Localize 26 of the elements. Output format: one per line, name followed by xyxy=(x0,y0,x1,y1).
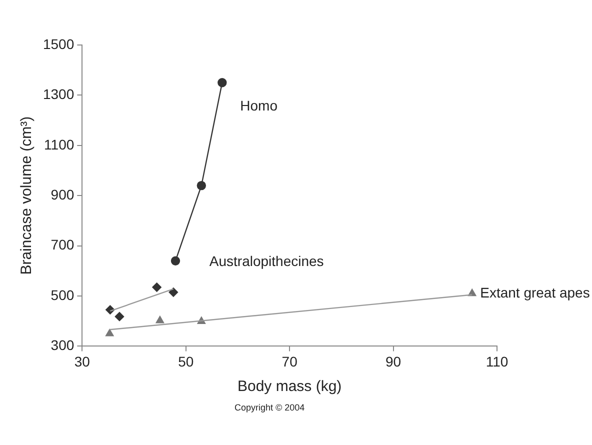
series-label: Homo xyxy=(240,98,278,114)
y-axis-title: Braincase volume (cm³) xyxy=(18,116,36,275)
point xyxy=(196,180,206,190)
point xyxy=(168,288,178,297)
point xyxy=(170,256,180,266)
y-tick-label: 1500 xyxy=(42,36,74,52)
x-tick-label: 90 xyxy=(385,353,402,370)
point xyxy=(156,316,164,324)
x-axis-title: Body mass (kg) xyxy=(237,378,342,396)
y-tick-label: 700 xyxy=(50,236,74,253)
y-tick-label: 1100 xyxy=(44,136,74,152)
y-tick-label: 1300 xyxy=(42,86,74,102)
point xyxy=(152,282,162,292)
x-tick-label: 110 xyxy=(486,353,508,370)
y-tick-label: 500 xyxy=(50,286,74,303)
point xyxy=(114,312,124,322)
text: Copyright © 2004 xyxy=(234,402,305,412)
series-label: Extant great apes xyxy=(480,284,590,300)
point xyxy=(218,78,227,88)
text: Australopithecines xyxy=(209,253,324,270)
x-tick-label: 70 xyxy=(282,353,298,370)
y-tick-label: 300 xyxy=(50,337,74,354)
point xyxy=(106,329,114,336)
x-tick-label: 30 xyxy=(74,353,90,370)
x-tick-label: 50 xyxy=(178,353,194,370)
y-tick-label: 900 xyxy=(50,186,74,202)
